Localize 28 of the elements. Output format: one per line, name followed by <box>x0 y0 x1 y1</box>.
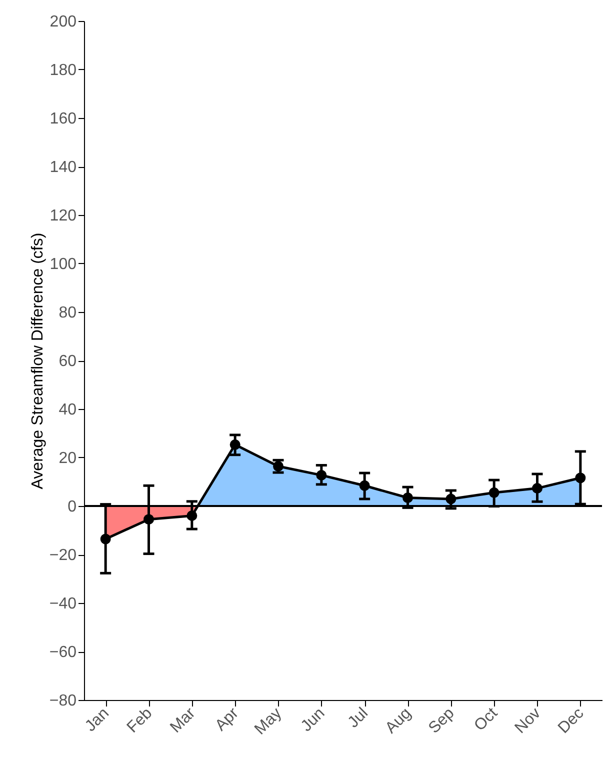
x-tick-label: Sep <box>426 704 458 737</box>
x-tick-label: Apr <box>212 704 242 734</box>
y-tick-label: 120 <box>50 208 77 224</box>
y-tick-label: 40 <box>58 402 77 418</box>
y-tick-label: −20 <box>49 547 77 564</box>
y-tick-label: −80 <box>49 692 77 710</box>
x-tick-label: Aug <box>382 704 415 737</box>
x-tick-label: Jan <box>82 704 112 736</box>
x-tick-label: Dec <box>555 704 588 737</box>
x-tick-label: Jun <box>298 704 328 736</box>
x-tick-label: Jul <box>344 704 372 732</box>
x-tick-label: May <box>252 704 286 738</box>
x-tick-label: Mar <box>167 704 200 736</box>
y-tick-label: 140 <box>50 159 77 176</box>
y-tick-label: 200 <box>50 14 77 30</box>
x-tick-label: Oct <box>471 704 502 734</box>
y-tick-label: 100 <box>50 256 77 273</box>
y-tick-label: 80 <box>58 304 77 322</box>
y-tick-label: −40 <box>49 596 77 612</box>
y-tick-label: 160 <box>50 110 77 128</box>
y-tick-label: −60 <box>49 644 77 661</box>
y-axis-title: Average Streamflow Difference (cfs) <box>29 232 46 490</box>
y-tick-label: 60 <box>58 353 77 370</box>
x-tick-label: Feb <box>124 704 156 736</box>
x-tick-label: Nov <box>512 704 544 737</box>
y-tick-label: 20 <box>58 450 77 467</box>
y-tick-label: 0 <box>68 498 77 516</box>
y-tick-label: 180 <box>50 62 77 79</box>
